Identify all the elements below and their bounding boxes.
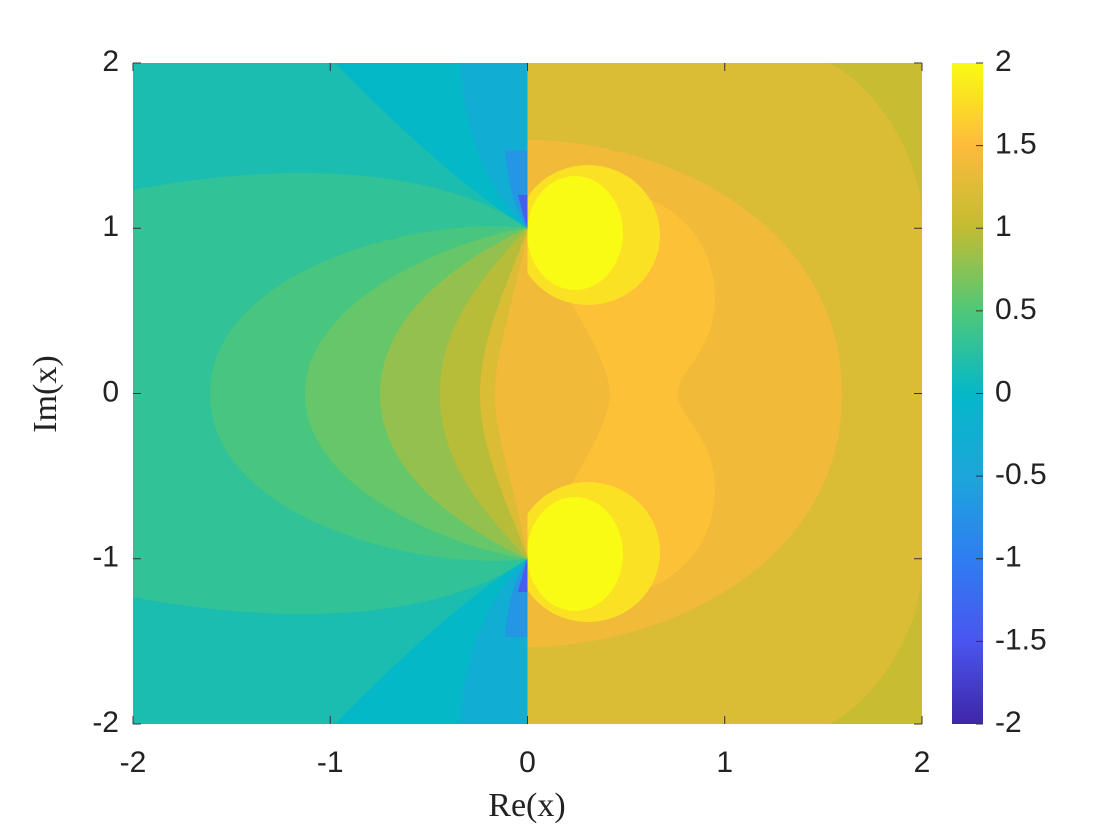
colorbar-tick-label: -2 xyxy=(995,706,1022,739)
x-tick-label: 1 xyxy=(716,746,733,779)
y-axis-label: Im(x) xyxy=(27,355,64,432)
contour-region xyxy=(495,228,528,559)
x-tick-label: 2 xyxy=(914,746,931,779)
contour-region xyxy=(518,559,528,592)
x-tick-label: -2 xyxy=(120,746,147,779)
colorbar-tick-label: 1 xyxy=(995,210,1012,243)
contour-field-right xyxy=(527,63,922,724)
x-tick-label: -1 xyxy=(317,746,344,779)
colorbar-tick-label: 2 xyxy=(995,45,1012,78)
colorbar-tick-label: 0 xyxy=(995,375,1012,408)
contour-region xyxy=(527,497,623,611)
colorbar-tick-label: 0.5 xyxy=(995,293,1037,326)
y-tick-label: -2 xyxy=(92,706,119,739)
x-tick-label: 0 xyxy=(519,746,536,779)
contour-region xyxy=(518,195,528,228)
contour-region xyxy=(527,176,623,290)
colorbar-tick-label: 1.5 xyxy=(995,128,1037,161)
y-tick-label: 2 xyxy=(102,45,119,78)
colorbar-tick-label: -1 xyxy=(995,541,1022,574)
y-tick-label: 0 xyxy=(102,375,119,408)
axes: -2 -1 0 1 2 -2 -1 0 1 2 -2 -1.5 -1 -0.5 0 0.5 1 1.5 2 xyxy=(92,45,1046,779)
x-axis-label: Re(x) xyxy=(488,787,565,824)
colorbar-tick-label: -1.5 xyxy=(995,623,1047,656)
contour-field xyxy=(133,63,528,724)
y-tick-label: -1 xyxy=(92,541,119,574)
colorbar-tick-label: -0.5 xyxy=(995,458,1047,491)
y-tick-label: 1 xyxy=(102,210,119,243)
